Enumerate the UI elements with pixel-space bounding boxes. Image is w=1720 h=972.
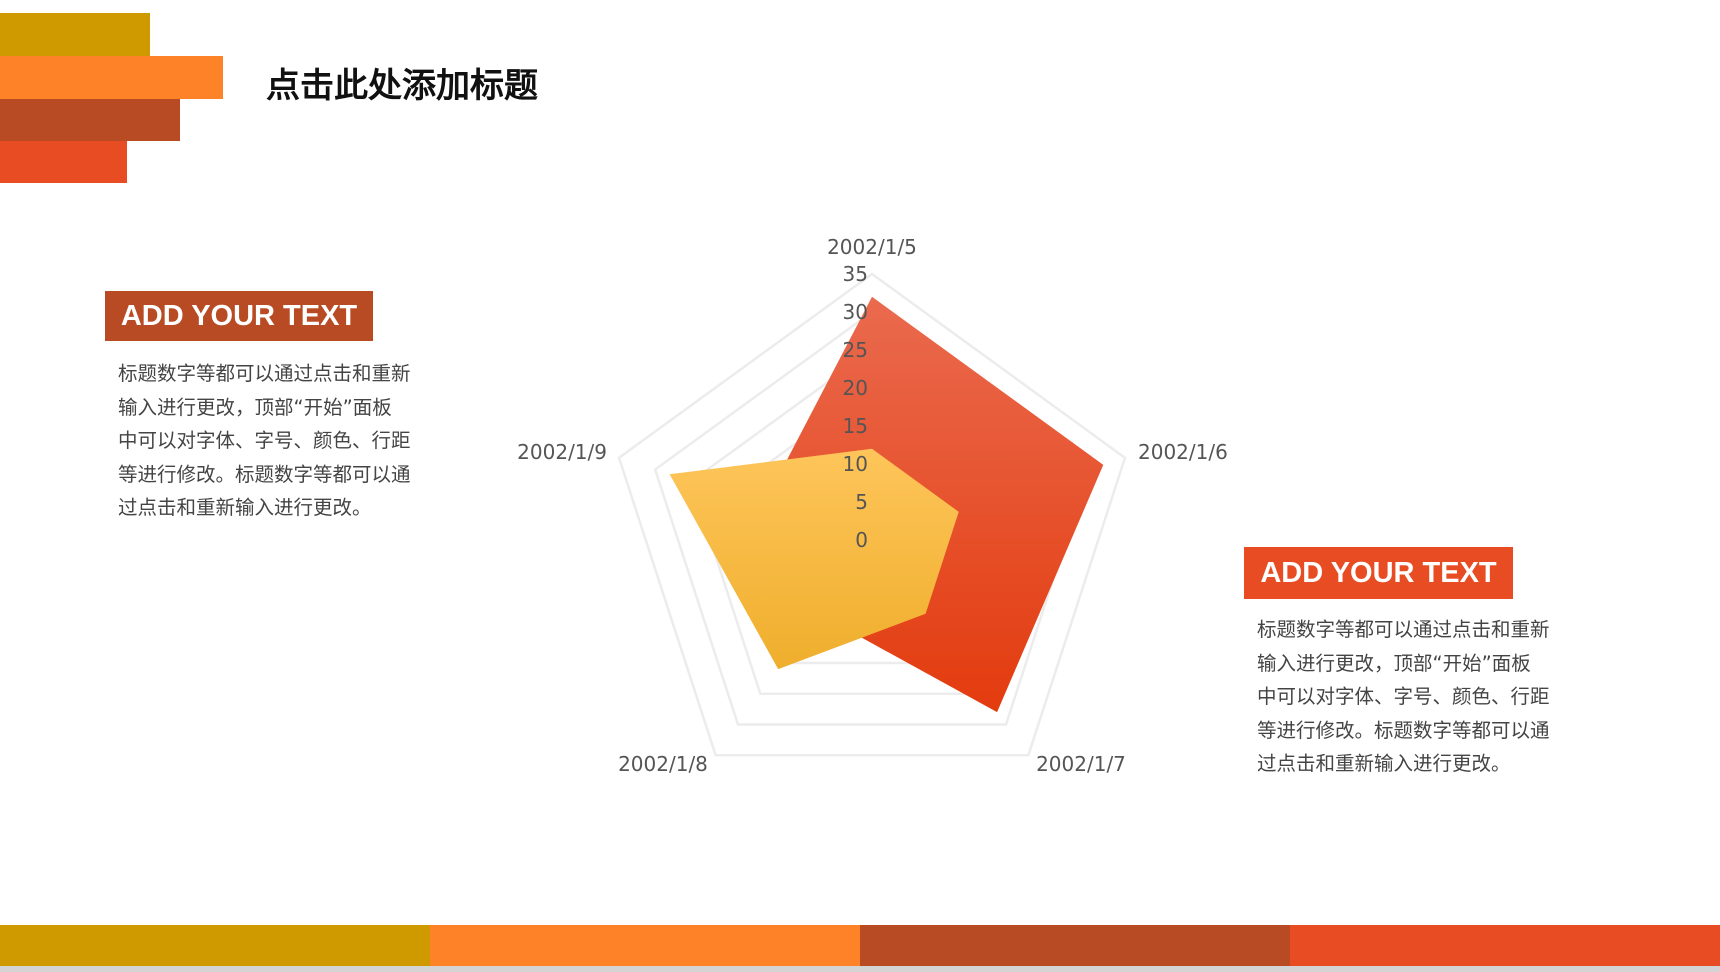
tick-label: 35 xyxy=(843,262,868,286)
right-label-box[interactable]: ADD YOUR TEXT xyxy=(1244,547,1513,599)
axis-label: 2002/1/6 xyxy=(1138,440,1228,464)
tick-label: 20 xyxy=(843,376,868,400)
footer-bar-1 xyxy=(0,925,430,966)
footer-bar-2 xyxy=(430,925,860,966)
accent-bar-1 xyxy=(0,13,150,56)
tick-label: 25 xyxy=(843,338,868,362)
series-2-area xyxy=(669,448,959,670)
axis-label: 2002/1/9 xyxy=(517,440,607,464)
axis-label: 2002/1/5 xyxy=(827,235,917,259)
accent-bar-3 xyxy=(0,99,180,141)
left-label-box[interactable]: ADD YOUR TEXT xyxy=(105,291,373,341)
tick-label: 10 xyxy=(843,452,868,476)
tick-label: 15 xyxy=(843,414,868,438)
footer-bar-4 xyxy=(1290,925,1720,966)
tick-label: 5 xyxy=(855,490,868,514)
body-text-line: 中可以对字体、字号、颜色、行距 xyxy=(118,429,411,452)
tick-label: 0 xyxy=(855,528,868,552)
body-text-line: 标题数字等都可以通过点击和重新 xyxy=(1257,618,1550,641)
right-body-text[interactable]: 标题数字等都可以通过点击和重新 输入进行更改，顶部“开始”面板 中可以对字体、字号、… xyxy=(1257,613,1587,781)
left-body-text[interactable]: 标题数字等都可以通过点击和重新 输入进行更改，顶部“开始”面板 中可以对字体、字号、… xyxy=(118,357,448,525)
axis-label: 2002/1/7 xyxy=(1036,752,1126,776)
footer-bar-3 xyxy=(860,925,1290,966)
page-title[interactable]: 点击此处添加标题 xyxy=(266,66,538,106)
body-text-line: 输入进行更改，顶部“开始”面板 xyxy=(1257,651,1531,675)
body-text-line: 过点击和重新输入进行更改。 xyxy=(118,496,372,519)
body-text-line: 输入进行更改，顶部“开始”面板 xyxy=(118,395,392,419)
body-text-line: 中可以对字体、字号、颜色、行距 xyxy=(1257,685,1550,708)
accent-bar-2 xyxy=(0,56,223,99)
body-text-line: 等进行修改。标题数字等都可以通 xyxy=(118,462,411,486)
body-text-line: 过点击和重新输入进行更改。 xyxy=(1257,752,1511,775)
tick-label: 30 xyxy=(843,300,868,324)
accent-bar-4 xyxy=(0,141,127,183)
body-text-line: 等进行修改。标题数字等都可以通 xyxy=(1257,718,1550,742)
footer-strip xyxy=(0,966,1720,972)
body-text-line: 标题数字等都可以通过点击和重新 xyxy=(118,362,411,385)
grid-ring xyxy=(617,272,1127,757)
axis-label: 2002/1/8 xyxy=(618,752,708,776)
